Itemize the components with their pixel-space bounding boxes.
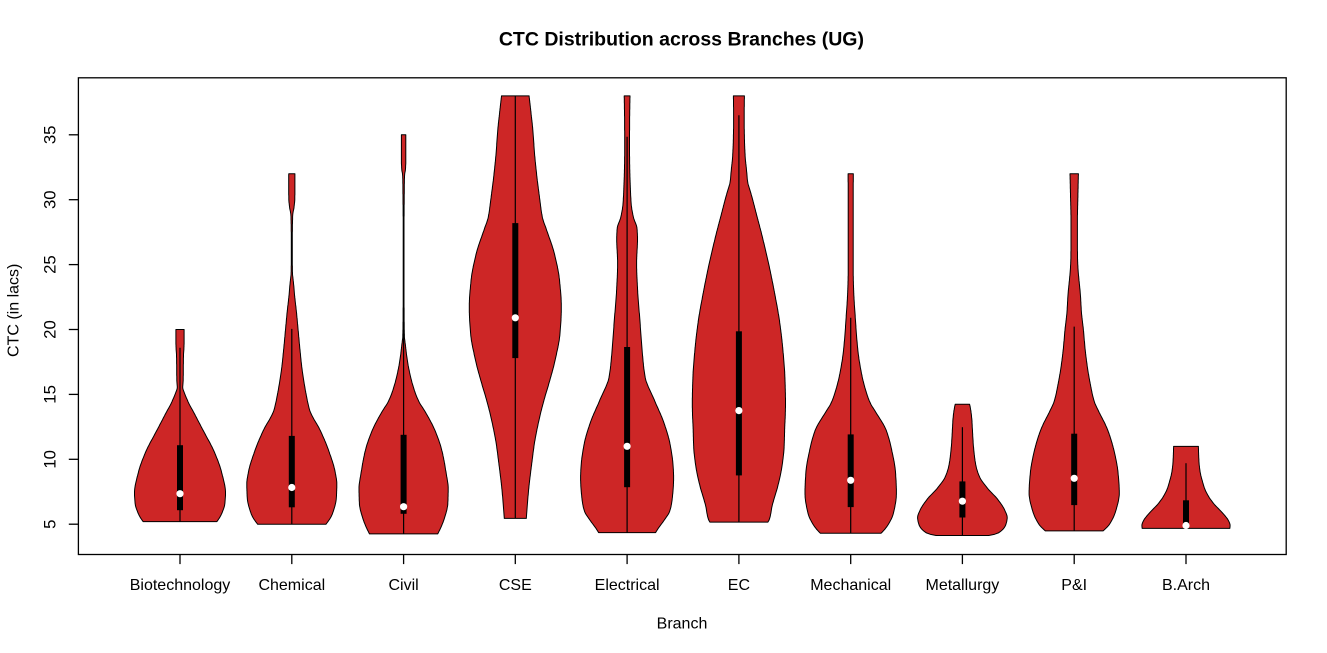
svg-text:15: 15 xyxy=(40,385,59,404)
svg-text:EC: EC xyxy=(728,577,750,594)
svg-text:CTC (in lacs): CTC (in lacs) xyxy=(6,264,23,357)
svg-text:Civil: Civil xyxy=(388,577,418,594)
svg-text:Chemical: Chemical xyxy=(258,577,325,594)
svg-text:Biotechnology: Biotechnology xyxy=(130,577,231,594)
svg-text:Mechanical: Mechanical xyxy=(810,577,891,594)
svg-text:Electrical: Electrical xyxy=(595,577,660,594)
svg-text:Metallurgy: Metallurgy xyxy=(925,577,999,594)
svg-text:CTC Distribution across Branch: CTC Distribution across Branches (UG) xyxy=(499,29,864,51)
svg-text:CSE: CSE xyxy=(499,577,532,594)
svg-text:35: 35 xyxy=(40,125,59,144)
svg-text:Branch: Branch xyxy=(657,615,708,632)
svg-text:P&I: P&I xyxy=(1061,577,1087,594)
svg-text:5: 5 xyxy=(40,520,59,529)
svg-text:B.Arch: B.Arch xyxy=(1162,577,1210,594)
svg-text:25: 25 xyxy=(40,255,59,274)
svg-text:30: 30 xyxy=(40,190,59,209)
svg-text:20: 20 xyxy=(40,320,59,339)
svg-text:10: 10 xyxy=(40,450,59,469)
